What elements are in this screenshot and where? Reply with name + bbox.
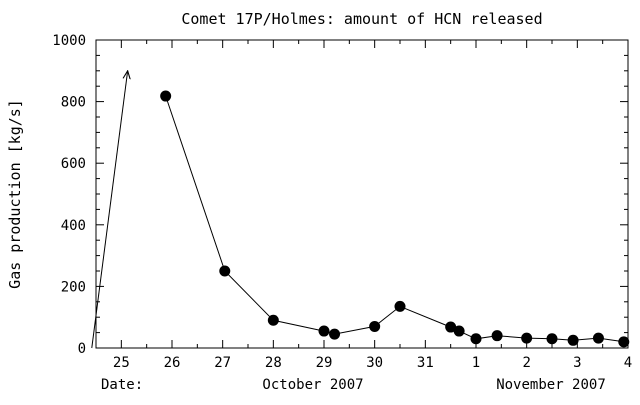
x-tick-label: 1 — [472, 355, 480, 371]
data-point — [470, 333, 482, 345]
chart-title: Comet 17P/Holmes: amount of HCN released — [181, 10, 542, 28]
data-point — [369, 320, 381, 332]
x-tick-label: 26 — [164, 355, 181, 371]
data-point — [546, 333, 558, 345]
x-tick-label: 27 — [214, 355, 231, 371]
data-point — [453, 325, 465, 337]
data-point — [618, 336, 630, 348]
date-label: Date: — [101, 377, 143, 393]
footer-labels: Date: October 2007 November 2007 — [101, 377, 606, 393]
y-tick-label: 800 — [61, 95, 86, 111]
x-tick-label: 4 — [624, 355, 632, 371]
y-tick-label: 0 — [78, 341, 86, 357]
y-tick-label: 1000 — [52, 33, 86, 49]
data-point — [160, 90, 172, 102]
x-tick-label: 2 — [522, 355, 530, 371]
month-label-october: October 2007 — [262, 377, 363, 393]
y-axis-label: Gas production [kg/s] — [6, 99, 24, 289]
plot-frame — [95, 39, 629, 349]
month-label-november: November 2007 — [496, 377, 606, 393]
x-tick-label: 29 — [316, 355, 333, 371]
series-hcn — [91, 71, 630, 349]
data-point — [445, 321, 457, 333]
x-tick-label: 31 — [417, 355, 434, 371]
x-tick-label: 28 — [265, 355, 282, 371]
data-point — [329, 328, 341, 340]
y-tick-label: 200 — [61, 279, 86, 295]
y-tick-label: 400 — [61, 218, 86, 234]
data-point — [318, 325, 330, 337]
data-point — [521, 332, 533, 344]
data-point — [592, 332, 604, 344]
data-point — [491, 330, 503, 342]
x-tick-label: 25 — [113, 355, 130, 371]
data-point — [567, 334, 579, 346]
data-point — [267, 314, 279, 326]
y-axis: 0 200 400 600 800 1000 — [52, 33, 628, 357]
data-point — [394, 300, 406, 312]
x-tick-label: 3 — [573, 355, 581, 371]
data-point — [219, 265, 231, 277]
x-tick-label: 30 — [366, 355, 383, 371]
y-tick-label: 600 — [61, 156, 86, 172]
x-axis: 25 26 27 28 29 30 31 1 2 3 4 — [95, 40, 632, 371]
outburst-arrow — [91, 71, 128, 349]
